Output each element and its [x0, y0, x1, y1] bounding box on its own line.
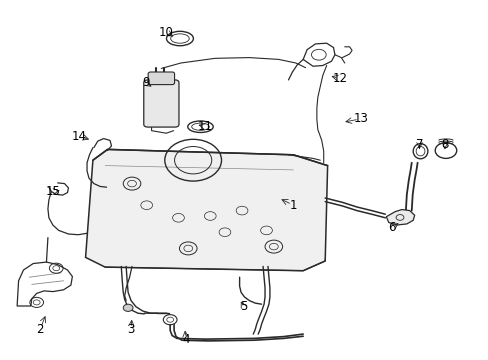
- Text: 7: 7: [415, 138, 423, 151]
- Text: 15: 15: [45, 185, 60, 198]
- Polygon shape: [386, 210, 414, 225]
- Text: 3: 3: [127, 323, 135, 336]
- Text: 1: 1: [289, 199, 297, 212]
- Text: 9: 9: [142, 76, 149, 89]
- FancyBboxPatch shape: [143, 80, 179, 127]
- Text: 12: 12: [332, 72, 346, 85]
- Circle shape: [123, 304, 133, 311]
- Text: 11: 11: [198, 120, 212, 133]
- Text: 8: 8: [440, 138, 448, 151]
- Text: 10: 10: [159, 26, 173, 39]
- Text: 2: 2: [36, 323, 44, 336]
- Text: 6: 6: [387, 221, 395, 234]
- FancyBboxPatch shape: [148, 72, 174, 85]
- Polygon shape: [85, 149, 327, 271]
- Text: 14: 14: [72, 130, 86, 143]
- Text: 4: 4: [182, 333, 189, 346]
- Text: 5: 5: [239, 300, 247, 313]
- Text: 13: 13: [353, 112, 367, 125]
